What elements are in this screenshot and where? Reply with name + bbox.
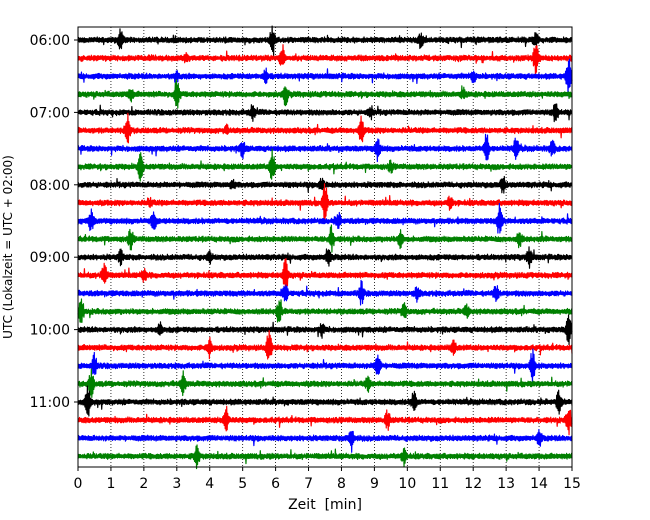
y-axis: 06:00 07:00 08:00 09:00 10:00 11:00: [30, 33, 78, 411]
trace-line: [77, 385, 573, 417]
y-tick-label: 11:00: [30, 395, 70, 411]
x-tick-label: 0: [74, 476, 83, 492]
vertical-grid: [110, 27, 540, 467]
x-tick-label: 2: [139, 476, 148, 492]
trace-line: [77, 428, 573, 453]
x-tick-label: 8: [337, 476, 346, 492]
trace-line: [77, 246, 573, 269]
trace-line: [77, 58, 573, 97]
trace-line: [77, 79, 573, 109]
trace-line: [77, 314, 573, 346]
x-axis-label: Zeit [min]: [288, 497, 362, 513]
y-tick-label: 06:00: [30, 33, 70, 49]
x-tick-label: 15: [563, 476, 581, 492]
x-tick-label: 4: [205, 476, 214, 492]
y-tick-label: 07:00: [30, 105, 70, 121]
y-tick-label: 09:00: [30, 250, 70, 266]
trace-line: [77, 133, 573, 163]
x-tick-label: 14: [530, 476, 548, 492]
x-tick-label: 3: [172, 476, 181, 492]
trace-line: [77, 112, 573, 144]
trace-line: [77, 44, 573, 76]
trace-line: [77, 444, 573, 470]
y-tick-label: 08:00: [30, 178, 70, 194]
trace-line: [77, 298, 573, 323]
x-tick-label: 11: [431, 476, 449, 492]
x-tick-label: 7: [304, 476, 313, 492]
x-tick-label: 9: [370, 476, 379, 492]
trace-line: [77, 279, 573, 306]
plot-frame: [77, 26, 573, 468]
trace-line: [77, 25, 573, 57]
trace-line: [77, 202, 573, 234]
trace-line: [77, 224, 573, 253]
trace-line: [77, 368, 573, 398]
y-tick-label: 10:00: [30, 323, 70, 339]
trace-line: [77, 257, 573, 293]
trace-line: [77, 405, 573, 436]
x-tick-label: 6: [271, 476, 280, 492]
x-tick-label: 1: [106, 476, 115, 492]
trace-group: [77, 25, 573, 470]
trace-line: [77, 348, 573, 384]
x-tick-label: 13: [497, 476, 515, 492]
trace-line: [77, 103, 573, 123]
trace-line: [77, 329, 573, 360]
x-tick-label: 12: [464, 476, 482, 492]
trace-line: [77, 148, 573, 182]
x-tick-label: 5: [238, 476, 247, 492]
x-tick-label: 10: [398, 476, 416, 492]
x-axis: 0 1 2 3 4 5 6 7 8 9 10 11 12 13 14 15: [74, 467, 581, 492]
y-axis-label: UTC (Lokalzeit = UTC + 02:00): [1, 155, 15, 339]
